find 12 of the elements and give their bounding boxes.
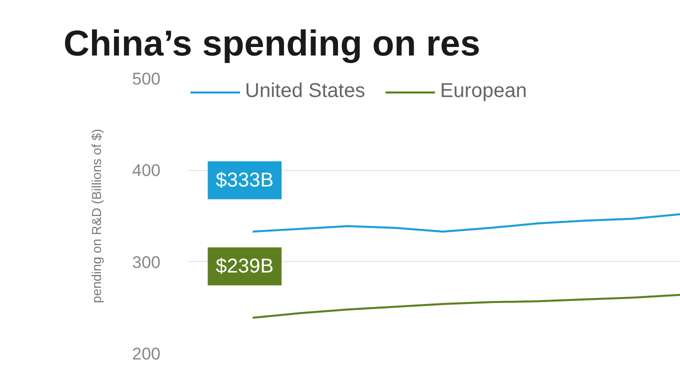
annotation: $333B <box>216 169 274 192</box>
y-axis-title: pending on R&D (Billions of $) <box>89 128 104 304</box>
chart-title: China’s spending on res <box>64 22 480 64</box>
y-tick-label: 500 <box>132 70 161 88</box>
y-tick-label: 300 <box>132 252 161 272</box>
line-series <box>252 294 680 319</box>
legend-label: United States <box>245 80 366 103</box>
legend-label: European <box>440 80 527 103</box>
line-series <box>252 213 680 233</box>
y-tick-label: 400 <box>132 161 161 180</box>
annotation: $239B <box>216 255 274 278</box>
y-tick-label: 200 <box>132 344 161 364</box>
